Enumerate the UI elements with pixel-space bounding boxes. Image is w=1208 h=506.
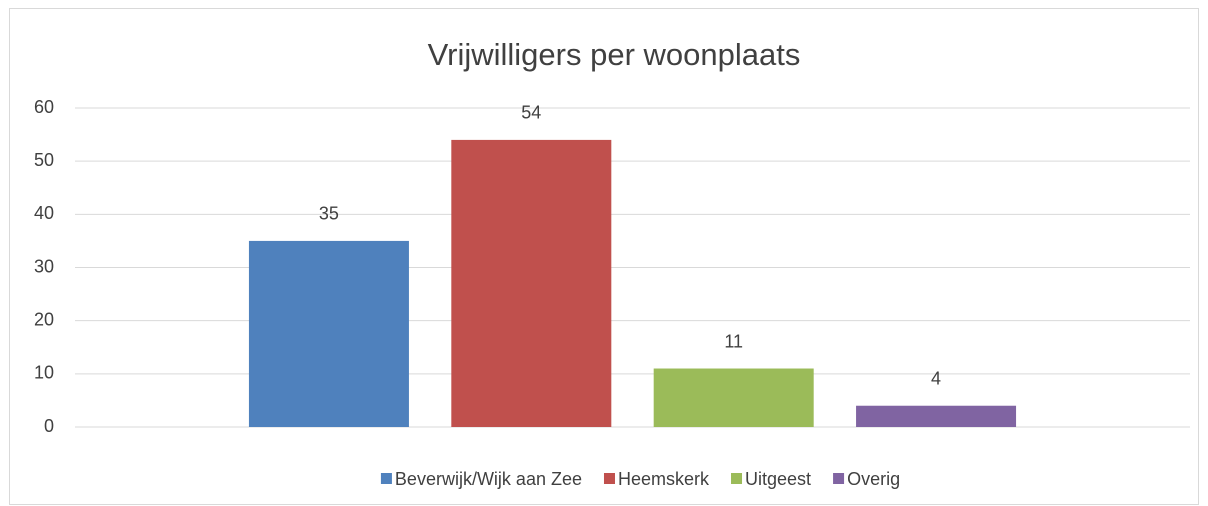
- y-tick-label: 0: [44, 416, 54, 436]
- legend-swatch: [380, 473, 392, 484]
- legend-label: Overig: [847, 469, 900, 489]
- data-label: 4: [931, 368, 941, 388]
- data-label: 54: [521, 103, 541, 123]
- legend-label: Uitgeest: [745, 469, 811, 489]
- legend-swatch: [603, 473, 615, 484]
- bar: [653, 368, 814, 427]
- legend-swatch: [731, 473, 743, 484]
- y-tick-label: 10: [34, 363, 54, 383]
- chart-title: Vrijwilligers per woonplaats: [428, 37, 801, 72]
- data-label: 35: [319, 204, 339, 224]
- bar: [856, 405, 1017, 427]
- y-tick-label: 20: [34, 309, 54, 329]
- legend-label: Heemskerk: [618, 469, 710, 489]
- bar: [248, 240, 409, 427]
- data-label: 11: [724, 331, 743, 351]
- legend-label: Beverwijk/Wijk aan Zee: [395, 469, 582, 489]
- bar: [451, 139, 612, 427]
- y-tick-label: 60: [34, 97, 54, 117]
- y-tick-label: 40: [34, 203, 54, 223]
- legend-swatch: [833, 473, 845, 484]
- y-tick-label: 50: [34, 150, 54, 170]
- y-tick-label: 30: [34, 256, 54, 276]
